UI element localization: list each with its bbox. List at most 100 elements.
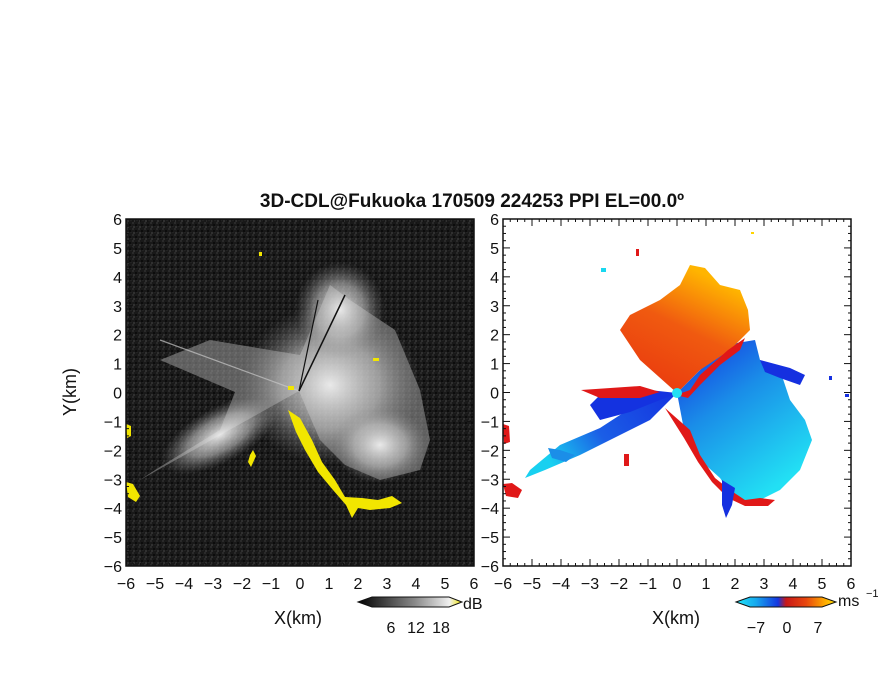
approaching-patch: [845, 394, 849, 397]
x-tick-label: −5: [523, 576, 541, 593]
y-tick-label: −1: [481, 414, 499, 431]
colorbar-tick: 0: [783, 620, 792, 637]
y-tick-label: 6: [490, 212, 499, 229]
x-tick-label: −3: [581, 576, 599, 593]
right-panel: −6 −5 −4 −3 −2 −1 0 1 2 3 4 5 6 6543210−1−2−3−4−5−6 …: [481, 212, 879, 637]
colorbar-tick: 18: [432, 620, 450, 637]
colorbar-unit: dB: [463, 596, 483, 613]
right-axis-ticks: [502, 218, 852, 567]
left-y-tick-labels: 6 5 4 3 2 1 0 −1 −2 −3 −4 −5 −6: [104, 212, 122, 576]
colorbar-bar: [734, 596, 838, 608]
y-tick-label: 5: [113, 241, 122, 258]
colorbar-tick: 7: [814, 620, 823, 637]
x-tick-label: −3: [204, 576, 222, 593]
receding-edge: [665, 408, 775, 506]
yellow-echo: [288, 410, 402, 518]
x-tick-label: 0: [296, 576, 305, 593]
x-tick-label: 4: [789, 576, 798, 593]
x-tick-label: 6: [470, 576, 479, 593]
y-tick-label: 2: [113, 328, 122, 345]
receding-sector: [620, 265, 750, 393]
y-tick-label: −5: [481, 530, 499, 547]
approaching-sector-east: [677, 340, 812, 500]
echo-northeast: [295, 262, 385, 358]
y-tick-label: 6: [113, 212, 122, 229]
x-tick-label: −4: [175, 576, 193, 593]
right-x-tick-labels: −6 −5 −4 −3 −2 −1 0 1 2 3 4 5 6: [494, 576, 856, 593]
yellow-echo: [126, 424, 131, 438]
x-tick-label: 4: [412, 576, 421, 593]
y-tick-label: 3: [490, 299, 499, 316]
left-axis-ticks: [125, 218, 475, 567]
y-tick-label: −1: [104, 414, 122, 431]
y-tick-label: −4: [481, 501, 499, 518]
left-panel: −6 −5 −4 −3 −2 −1 0 1 2 3 4 5 6 6543210−1−2−3−4−5−6 …: [60, 212, 483, 637]
y-tick-label: 0: [490, 386, 499, 403]
left-x-axis-label: X(km): [274, 608, 322, 628]
receding-edge: [624, 454, 629, 466]
y-tick-label: −2: [104, 443, 122, 460]
y-tick-label: −6: [481, 559, 499, 576]
y-tick-label: −3: [481, 472, 499, 489]
velocity-field: [503, 219, 851, 566]
x-tick-label: 6: [847, 576, 856, 593]
y-tick-label: 0: [113, 386, 122, 403]
beam-streak: [298, 299, 319, 392]
x-tick-label: 2: [354, 576, 363, 593]
echo-southwest: [161, 395, 279, 475]
y-tick-label: −5: [104, 530, 122, 547]
y-tick-label: −2: [481, 443, 499, 460]
y-axis-label: Y(km): [60, 368, 80, 416]
y-tick-label: 4: [490, 270, 499, 287]
receding-edge: [503, 483, 522, 498]
x-tick-label: −2: [610, 576, 628, 593]
x-tick-label: 0: [673, 576, 682, 593]
x-tick-label: −6: [494, 576, 512, 593]
y-tick-label: −6: [104, 559, 122, 576]
x-tick-label: 3: [383, 576, 392, 593]
yellow-echo: [373, 358, 379, 361]
approaching-patch: [760, 360, 805, 385]
x-tick-label: −1: [262, 576, 280, 593]
receding-edge: [503, 424, 510, 444]
x-tick-label: 5: [441, 576, 450, 593]
y-tick-label: −4: [104, 501, 122, 518]
y-tick-label: 1: [490, 357, 499, 374]
colorbar-tick: 6: [387, 620, 396, 637]
yellow-echo: [126, 482, 140, 502]
intensity-colorbar: dB 6 12 18: [356, 596, 483, 637]
echo-southeast: [332, 407, 428, 483]
intensity-field: [126, 219, 474, 566]
colorbar-bar: [356, 596, 464, 608]
x-tick-label: 5: [818, 576, 827, 593]
x-tick-label: −1: [639, 576, 657, 593]
x-tick-label: −4: [552, 576, 570, 593]
beam-streak: [298, 294, 346, 392]
colorbar-tick: 12: [407, 620, 425, 637]
y-tick-label: 4: [113, 270, 122, 287]
yellow-echo: [248, 450, 256, 467]
y-tick-label: 2: [490, 328, 499, 345]
approaching-patch: [601, 268, 606, 272]
y-tick-label: 1: [113, 357, 122, 374]
receding-edge: [581, 386, 660, 398]
chart-title: 3D-CDL@Fukuoka 170509 224253 PPI EL=00.0…: [260, 191, 684, 212]
velocity-max-patch: [751, 232, 754, 234]
x-tick-label: 2: [731, 576, 740, 593]
y-tick-label: 3: [113, 299, 122, 316]
x-tick-label: −2: [233, 576, 251, 593]
x-tick-label: −5: [146, 576, 164, 593]
left-x-tick-labels: −6 −5 −4 −3 −2 −1 0 1 2 3 4 5 6: [117, 576, 479, 593]
x-tick-label: 3: [760, 576, 769, 593]
y-tick-label: 5: [490, 241, 499, 258]
velocity-colorbar: ms −1 −7 0 7: [734, 588, 879, 637]
approaching-patch: [548, 448, 575, 462]
yellow-echo: [259, 252, 262, 256]
x-tick-label: 1: [702, 576, 711, 593]
approaching-patch: [829, 376, 832, 380]
right-x-axis-label: X(km): [652, 608, 700, 628]
beam-streak: [159, 339, 300, 392]
y-tick-label: −3: [104, 472, 122, 489]
approaching-patch: [722, 480, 735, 518]
